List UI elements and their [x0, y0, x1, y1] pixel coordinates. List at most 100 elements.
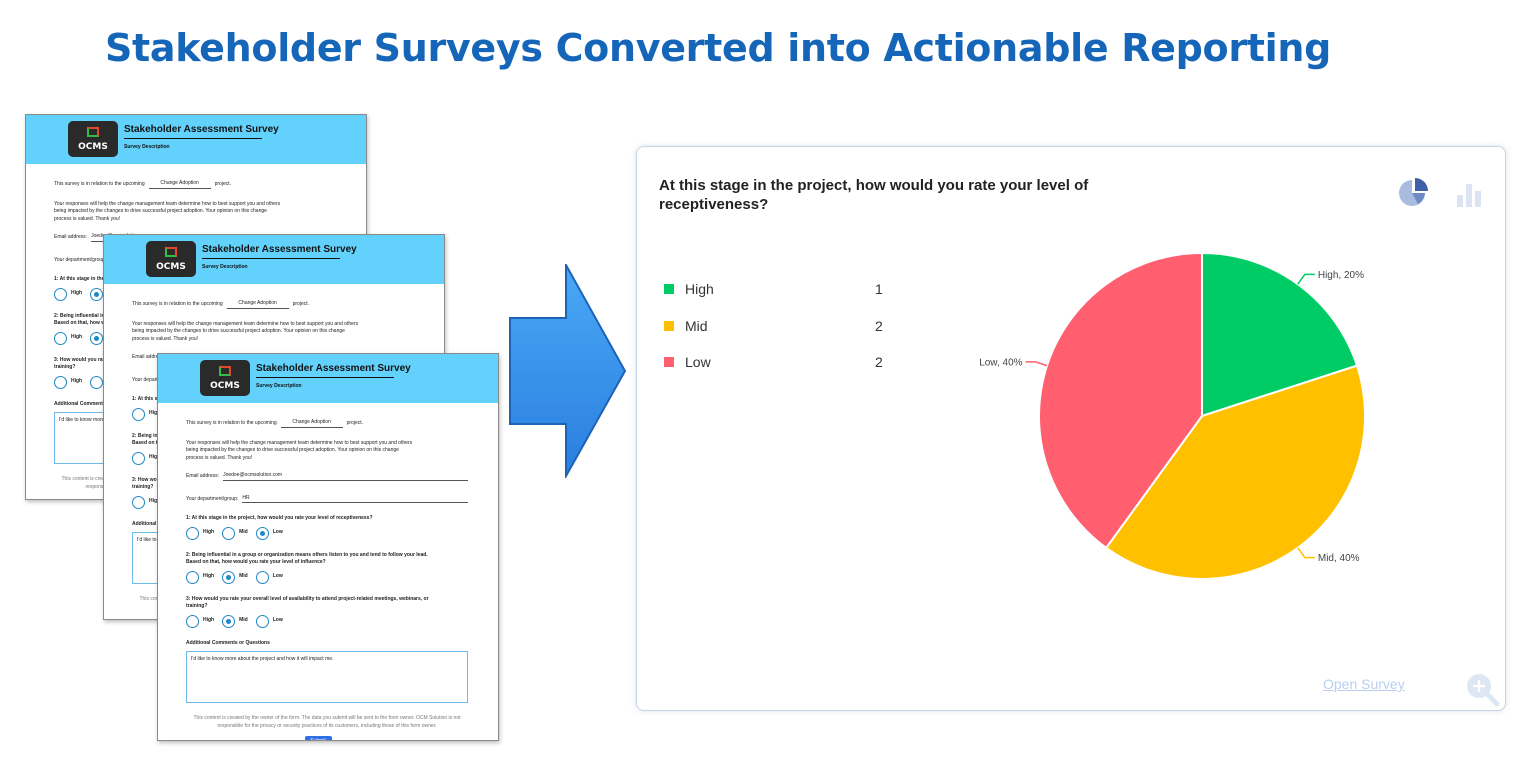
- radio-button[interactable]: [90, 287, 104, 301]
- radio-button[interactable]: [186, 570, 199, 584]
- survey-form-card: OCMS Stakeholder Assessment Survey Surve…: [157, 353, 499, 741]
- zoom-in-icon[interactable]: [1464, 671, 1500, 707]
- survey-header: OCMS Stakeholder Assessment Survey Surve…: [26, 115, 366, 164]
- option-label: High: [203, 617, 215, 624]
- report-panel: At this stage in the project, how would …: [636, 146, 1506, 711]
- department-label: Your department/group:: [186, 495, 239, 502]
- open-survey-link[interactable]: Open Survey: [1323, 676, 1405, 692]
- radio-button[interactable]: [222, 570, 236, 584]
- radio-button[interactable]: [255, 526, 269, 540]
- pie-chart: High, 20% Mid, 40% Low, 40%: [979, 251, 1366, 580]
- survey-title: Stakeholder Assessment Survey: [256, 363, 411, 378]
- slice-leader-line: [1297, 547, 1315, 559]
- option-label: High: [71, 334, 83, 341]
- survey-description: Survey Description: [256, 383, 302, 389]
- legend-count: 2: [875, 354, 883, 371]
- email-label: Email address:: [54, 234, 88, 240]
- option-label: Mid: [239, 573, 248, 580]
- survey-header: OCMS Stakeholder Assessment Survey Surve…: [104, 235, 444, 284]
- radio-button[interactable]: [222, 526, 236, 540]
- radio-button[interactable]: [186, 526, 199, 540]
- slice-label-mid: Mid, 40%: [1318, 553, 1360, 564]
- survey-header: OCMS Stakeholder Assessment Survey Surve…: [158, 354, 498, 403]
- bar-chart-icon[interactable]: [1456, 181, 1482, 207]
- relation-prefix: This survey is in relation to the upcomi…: [54, 181, 145, 187]
- ocms-logo: OCMS: [200, 360, 250, 396]
- option-label: High: [203, 573, 215, 580]
- relation-suffix: project.: [292, 301, 310, 307]
- survey-description: Survey Description: [202, 264, 248, 270]
- logo-arrow-icon: [87, 127, 99, 137]
- logo-arrow-icon: [165, 247, 177, 257]
- option-label: High: [149, 410, 161, 417]
- option-label: Low: [272, 529, 283, 536]
- logo-text: OCMS: [210, 381, 240, 391]
- radio-button[interactable]: [132, 407, 145, 421]
- project-name-field[interactable]: Change Adoption: [226, 300, 289, 309]
- relation-suffix: project.: [346, 420, 364, 426]
- survey-intro: Your responses will help the change mana…: [132, 320, 359, 342]
- radio-button[interactable]: [90, 375, 104, 389]
- pie-chart-icon[interactable]: [1398, 178, 1430, 208]
- legend-name: High: [685, 281, 714, 298]
- legend-item-low: Low 2: [664, 344, 883, 381]
- pie-slice-high[interactable]: [1201, 251, 1359, 418]
- legend-swatch: [664, 320, 674, 331]
- option-label: High: [71, 378, 83, 385]
- option-label: High: [149, 498, 161, 505]
- survey-question-3: 3: How would you rate your overall level…: [186, 595, 429, 610]
- logo-text: OCMS: [78, 142, 108, 152]
- radio-button[interactable]: [54, 287, 67, 301]
- submit-button[interactable]: Submit: [304, 736, 332, 740]
- radio-button[interactable]: [132, 495, 145, 509]
- department-label: Your department/group:: [54, 256, 107, 263]
- chart-legend: High 1 Mid 2 Low 2: [664, 271, 883, 381]
- slice-leader-line: [1297, 273, 1315, 285]
- option-label: Low: [272, 573, 283, 580]
- project-name-field[interactable]: Change Adoption: [280, 419, 343, 428]
- project-name-field[interactable]: Change Adoption: [148, 180, 211, 189]
- email-label: Email address:: [132, 354, 166, 360]
- ocms-logo: OCMS: [68, 121, 118, 157]
- legend-count: 2: [875, 317, 883, 334]
- page-title: Stakeholder Surveys Converted into Actio…: [104, 26, 1332, 70]
- relation-prefix: This survey is in relation to the upcomi…: [132, 301, 223, 307]
- radio-button[interactable]: [255, 570, 269, 584]
- email-label: Email address:: [186, 473, 220, 479]
- form-footer-note: This content is created by the owner of …: [193, 715, 461, 729]
- survey-description: Survey Description: [124, 144, 170, 150]
- option-label: Low: [272, 617, 283, 624]
- department-field[interactable]: HR: [242, 495, 468, 503]
- legend-name: Mid: [685, 317, 708, 334]
- survey-body: This survey is in relation to the upcomi…: [158, 403, 498, 740]
- radio-button[interactable]: [186, 614, 199, 628]
- legend-name: Low: [685, 354, 711, 371]
- option-label: High: [203, 529, 215, 536]
- survey-options-2: High Mid Low: [186, 570, 470, 584]
- pie-slice-low[interactable]: [1038, 251, 1203, 550]
- pie-slice-mid[interactable]: [1104, 364, 1366, 580]
- legend-item-mid: Mid 2: [664, 308, 883, 345]
- ocms-logo: OCMS: [146, 241, 196, 277]
- relation-prefix: This survey is in relation to the upcomi…: [186, 420, 277, 426]
- legend-swatch: [664, 284, 674, 295]
- comments-label: Additional Comments or Questions: [54, 400, 138, 407]
- option-label: Mid: [239, 529, 248, 536]
- arrow-right-icon: [509, 264, 627, 478]
- radio-button[interactable]: [90, 331, 104, 345]
- survey-options-1: High Mid Low: [186, 526, 470, 540]
- radio-button[interactable]: [255, 614, 269, 628]
- option-label: High: [149, 454, 161, 461]
- legend-item-high: High 1: [664, 271, 883, 308]
- email-field[interactable]: Joedoe@ocmsolution.com: [223, 472, 468, 481]
- logo-text: OCMS: [156, 262, 186, 272]
- radio-button[interactable]: [222, 614, 236, 628]
- survey-question-2: 2: Being influential in a group or organ…: [186, 551, 428, 566]
- radio-button[interactable]: [54, 375, 67, 389]
- radio-button[interactable]: [54, 331, 67, 345]
- radio-button[interactable]: [132, 451, 145, 465]
- comments-label: Additional Comments or Questions: [186, 639, 270, 646]
- survey-options-3: High Mid Low: [186, 614, 470, 628]
- option-label: Mid: [239, 617, 248, 624]
- comments-textarea[interactable]: I'd like to know more about the project …: [186, 651, 468, 703]
